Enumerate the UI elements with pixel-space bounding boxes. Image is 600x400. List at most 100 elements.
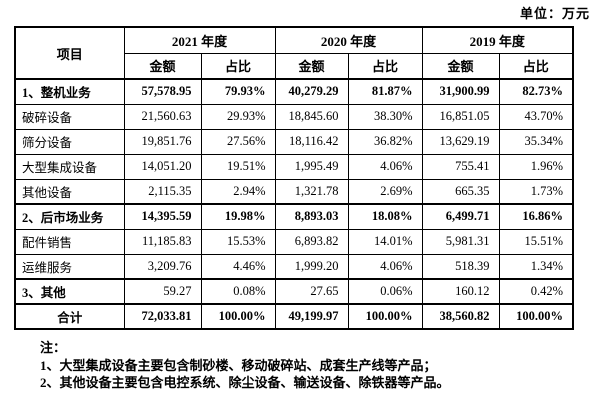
amount-cell: 72,033.81 — [123, 303, 202, 330]
ratio-cell: 0.42% — [498, 278, 574, 305]
row-label: 配件销售 — [14, 228, 125, 255]
table-header: 项目 2021 年度 2020 年度 2019 年度 金额 占比 金额 占比 金… — [14, 26, 574, 80]
row-label: 筛分设备 — [14, 128, 125, 155]
table-row: 其他设备 2,115.35 2.94% 1,321.78 2.69% 665.35 1.73… — [14, 178, 574, 205]
ratio-cell: 27.56% — [200, 128, 276, 155]
header-year-2021: 2021 年度 — [123, 26, 276, 54]
ratio-cell: 38.30% — [347, 103, 423, 130]
ratio-cell: 4.06% — [347, 153, 423, 180]
amount-cell: 21,560.63 — [123, 103, 202, 130]
ratio-cell: 16.86% — [498, 203, 574, 230]
amount-cell: 1,321.78 — [274, 178, 349, 205]
ratio-cell: 19.51% — [200, 153, 276, 180]
amount-cell: 40,279.29 — [274, 78, 349, 105]
note-item: 1、大型集成设备主要包含制砂楼、移动破碎站、成套生产线等产品； — [40, 357, 437, 373]
ratio-cell: 82.73% — [498, 78, 574, 105]
amount-cell: 665.35 — [421, 178, 500, 205]
notes: 注： 1、大型集成设备主要包含制砂楼、移动破碎站、成套生产线等产品； 2、其他设备… — [40, 339, 450, 392]
amount-cell: 8,893.03 — [274, 203, 349, 230]
amount-cell: 3,209.76 — [123, 253, 202, 280]
amount-cell: 6,499.71 — [421, 203, 500, 230]
amount-cell: 160.12 — [421, 278, 500, 305]
amount-cell: 11,185.83 — [123, 228, 202, 255]
header-ratio-2019: 占比 — [498, 52, 574, 80]
amount-cell: 6,893.82 — [274, 228, 349, 255]
header-ratio-2021: 占比 — [200, 52, 276, 80]
row-label: 合计 — [14, 303, 125, 330]
amount-cell: 31,900.99 — [421, 78, 500, 105]
amount-cell: 1,995.49 — [274, 153, 349, 180]
ratio-cell: 1.73% — [498, 178, 574, 205]
header-amount-2021: 金额 — [123, 52, 202, 80]
table-row: 筛分设备 19,851.76 27.56% 18,116.42 36.82% 13,629… — [14, 128, 574, 155]
table-row: 2、后市场业务 14,395.59 19.98% 8,893.03 18.08% 6,49… — [14, 203, 574, 230]
ratio-cell: 1.96% — [498, 153, 574, 180]
row-label: 其他设备 — [14, 178, 125, 205]
table-row: 合计 72,033.81 100.00% 49,199.97 100.00% 38,560… — [14, 303, 574, 330]
amount-cell: 19,851.76 — [123, 128, 202, 155]
amount-cell: 57,578.95 — [123, 78, 202, 105]
amount-cell: 14,051.20 — [123, 153, 202, 180]
amount-cell: 1,999.20 — [274, 253, 349, 280]
ratio-cell: 2.69% — [347, 178, 423, 205]
row-label: 破碎设备 — [14, 103, 125, 130]
table-body: 1、整机业务 57,578.95 79.93% 40,279.29 81.87% 31,9… — [14, 78, 574, 330]
row-label: 2、后市场业务 — [14, 203, 125, 230]
amount-cell: 2,115.35 — [123, 178, 202, 205]
amount-cell: 38,560.82 — [421, 303, 500, 330]
ratio-cell: 4.46% — [200, 253, 276, 280]
ratio-cell: 43.70% — [498, 103, 574, 130]
amount-cell: 13,629.19 — [421, 128, 500, 155]
table-row: 运维服务 3,209.76 4.46% 1,999.20 4.06% 518.39 1.34… — [14, 253, 574, 280]
header-year-2019: 2019 年度 — [421, 26, 574, 54]
ratio-cell: 1.34% — [498, 253, 574, 280]
row-label: 运维服务 — [14, 253, 125, 280]
ratio-cell: 100.00% — [200, 303, 276, 330]
header-ratio-2020: 占比 — [347, 52, 423, 80]
amount-cell: 16,851.05 — [421, 103, 500, 130]
ratio-cell: 19.98% — [200, 203, 276, 230]
note-item: 2、其他设备主要包含电控系统、除尘设备、输送设备、除铁器等产品。 — [40, 375, 450, 390]
ratio-cell: 36.82% — [347, 128, 423, 155]
amount-cell: 49,199.97 — [274, 303, 349, 330]
notes-title: 注： — [40, 340, 67, 355]
ratio-cell: 0.06% — [347, 278, 423, 305]
row-label: 大型集成设备 — [14, 153, 125, 180]
amount-cell: 5,981.31 — [421, 228, 500, 255]
ratio-cell: 4.06% — [347, 253, 423, 280]
notes-list: 1、大型集成设备主要包含制砂楼、移动破碎站、成套生产线等产品； 2、其他设备主要包… — [40, 357, 450, 392]
table-row: 3、其他 59.27 0.08% 27.65 0.06% 160.12 0.42% — [14, 278, 574, 305]
amount-cell: 59.27 — [123, 278, 202, 305]
table-row: 破碎设备 21,560.63 29.93% 18,845.60 38.30% 16,851… — [14, 103, 574, 130]
ratio-cell: 2.94% — [200, 178, 276, 205]
table-row: 大型集成设备 14,051.20 19.51% 1,995.49 4.06% 755.41… — [14, 153, 574, 180]
table-row: 配件销售 11,185.83 15.53% 6,893.82 14.01% 5,981.3… — [14, 228, 574, 255]
revenue-breakdown-table: 项目 2021 年度 2020 年度 2019 年度 金额 占比 金额 占比 金… — [14, 26, 575, 330]
ratio-cell: 35.34% — [498, 128, 574, 155]
amount-cell: 27.65 — [274, 278, 349, 305]
amount-cell: 18,845.60 — [274, 103, 349, 130]
header-amount-2019: 金额 — [421, 52, 500, 80]
ratio-cell: 100.00% — [498, 303, 574, 330]
header-amount-2020: 金额 — [274, 52, 349, 80]
row-label: 3、其他 — [14, 278, 125, 305]
ratio-cell: 81.87% — [347, 78, 423, 105]
ratio-cell: 14.01% — [347, 228, 423, 255]
amount-cell: 14,395.59 — [123, 203, 202, 230]
header-year-2020: 2020 年度 — [274, 26, 423, 54]
amount-cell: 18,116.42 — [274, 128, 349, 155]
ratio-cell: 0.08% — [200, 278, 276, 305]
ratio-cell: 100.00% — [347, 303, 423, 330]
unit-label: 单位：万元 — [519, 6, 590, 21]
ratio-cell: 79.93% — [200, 78, 276, 105]
ratio-cell: 18.08% — [347, 203, 423, 230]
table-row: 1、整机业务 57,578.95 79.93% 40,279.29 81.87% 31,9… — [14, 78, 574, 105]
ratio-cell: 29.93% — [200, 103, 276, 130]
amount-cell: 755.41 — [421, 153, 500, 180]
ratio-cell: 15.51% — [498, 228, 574, 255]
amount-cell: 518.39 — [421, 253, 500, 280]
row-label: 1、整机业务 — [14, 78, 125, 105]
ratio-cell: 15.53% — [200, 228, 276, 255]
header-item: 项目 — [14, 26, 125, 80]
